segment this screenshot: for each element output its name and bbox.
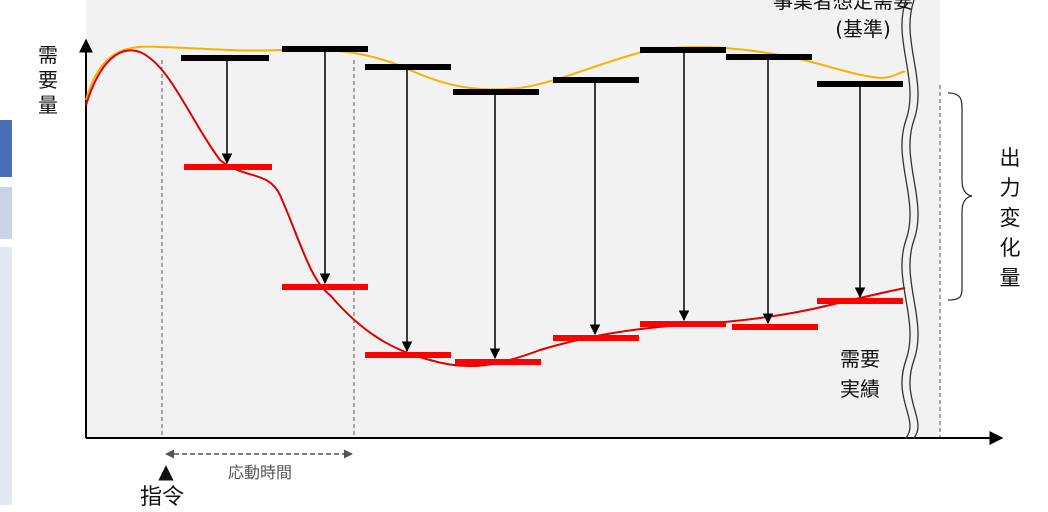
baseline-bar bbox=[640, 47, 726, 53]
output-change-char-1: 出 bbox=[1000, 146, 1021, 170]
actual-bar bbox=[365, 352, 451, 358]
actual-bar bbox=[455, 359, 541, 365]
actual-demand-label-2: 実績 bbox=[840, 377, 880, 401]
baseline-label-top: 事業者想定需要 bbox=[773, 0, 913, 13]
curly-brace-icon bbox=[947, 92, 973, 301]
response-time-label: 応動時間 bbox=[228, 463, 292, 482]
side-tab-active bbox=[0, 120, 12, 177]
baseline-curve bbox=[85, 45, 906, 101]
actual-bars bbox=[184, 164, 903, 365]
y-axis-label-char-3: 量 bbox=[38, 93, 58, 117]
actual-bar bbox=[817, 298, 903, 304]
side-panel bbox=[0, 247, 12, 505]
actual-demand-curve bbox=[85, 49, 906, 368]
command-label: 指令 bbox=[140, 485, 184, 510]
baseline-bar bbox=[282, 46, 368, 52]
output-change-char-2: 力 bbox=[1000, 176, 1021, 200]
output-change-arrows bbox=[221, 52, 866, 360]
baseline-bar bbox=[181, 55, 269, 61]
baseline-bar bbox=[817, 81, 903, 87]
baseline-bar bbox=[726, 54, 812, 60]
output-change-char-3: 変 bbox=[1000, 206, 1021, 230]
actual-bar bbox=[553, 335, 639, 341]
actual-bar bbox=[732, 324, 818, 330]
side-tab bbox=[0, 187, 12, 239]
y-axis-label-char-1: 需 bbox=[38, 43, 58, 67]
baseline-bar bbox=[553, 77, 639, 83]
output-change-char-5: 量 bbox=[1000, 266, 1021, 290]
background-region bbox=[86, 0, 940, 438]
actual-bar bbox=[640, 321, 726, 327]
baseline-bar bbox=[453, 89, 539, 95]
actual-bar bbox=[282, 284, 368, 290]
baseline-bar bbox=[365, 64, 451, 70]
baseline-label-bottom: (基準) bbox=[835, 17, 891, 41]
output-change-char-4: 化 bbox=[1000, 236, 1021, 260]
y-axis-label-char-2: 要 bbox=[38, 68, 58, 92]
actual-demand-label-1: 需要 bbox=[840, 347, 880, 371]
wavy-break-icon bbox=[901, 0, 919, 439]
baseline-bars bbox=[181, 46, 903, 95]
triangle-up-icon: ▲ bbox=[158, 459, 174, 483]
actual-bar bbox=[184, 164, 272, 170]
